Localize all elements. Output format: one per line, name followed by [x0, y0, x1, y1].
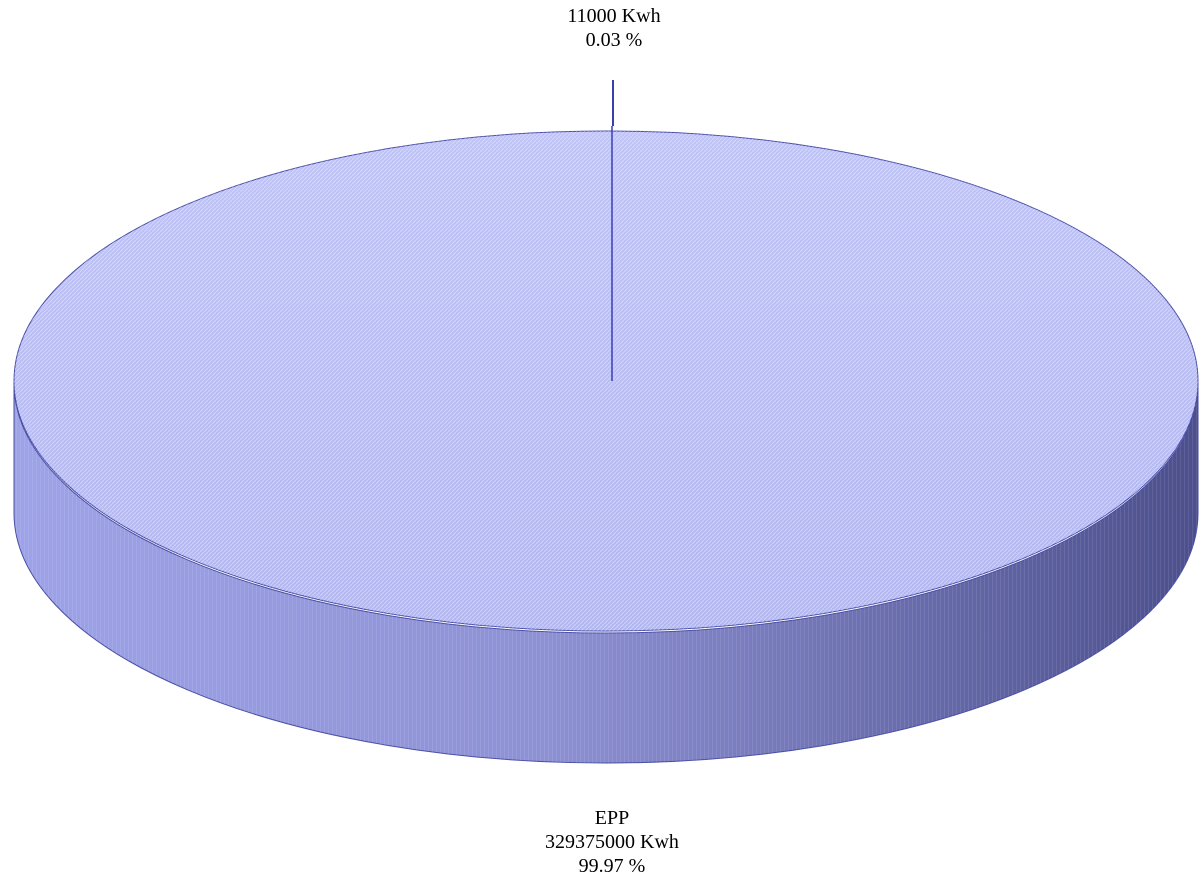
pie-top-texture — [14, 131, 1198, 631]
slice-name-epp: EPP — [594, 807, 630, 829]
pie-side-texture — [14, 383, 1198, 763]
slice-percent-epp: 99.97 % — [578, 855, 646, 877]
slice-value-small: 11000 Kwh — [567, 5, 661, 27]
slice-percent-small: 0.03 % — [585, 29, 643, 51]
slice-label-epp: EPP 329375000 Kwh 99.97 % — [412, 806, 812, 878]
slice-value-epp: 329375000 Kwh — [545, 831, 679, 853]
slice-label-small: 11000 Kwh 0.03 % — [414, 4, 814, 52]
